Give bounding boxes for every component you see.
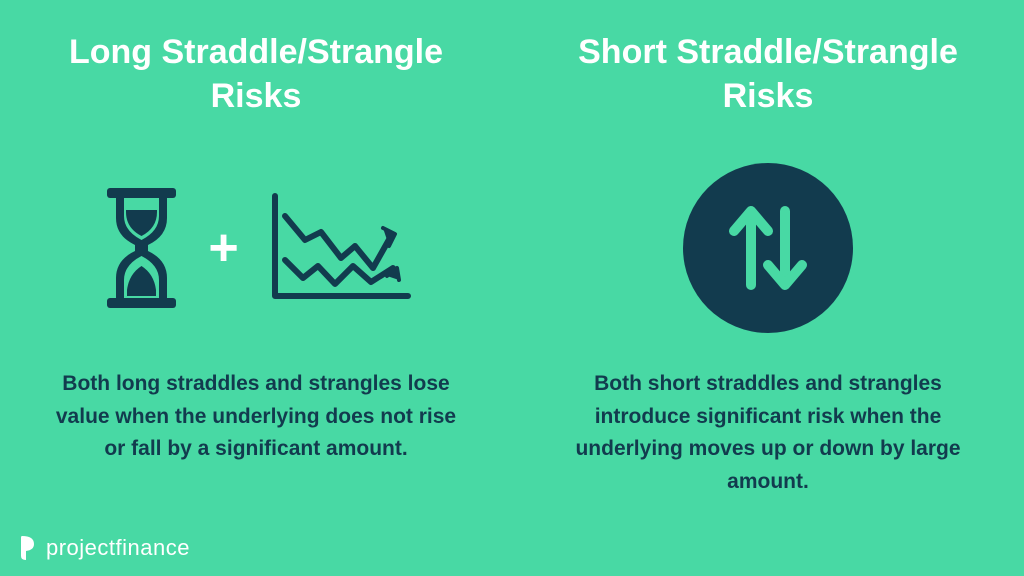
plus-icon: +: [208, 218, 238, 278]
left-description: Both long straddles and strangles lose v…: [46, 368, 466, 466]
right-description: Both short straddles and strangles intro…: [558, 368, 978, 498]
brand-logo: projectfinance: [18, 534, 190, 562]
right-icon-area: [683, 158, 853, 338]
left-icon-row: +: [99, 188, 412, 308]
left-icon-area: +: [99, 158, 412, 338]
brand-name: projectfinance: [46, 535, 190, 561]
brand-logo-icon: [18, 534, 40, 562]
left-panel: Long Straddle/Strangle Risks +: [0, 0, 512, 576]
infographic-canvas: Long Straddle/Strangle Risks +: [0, 0, 1024, 576]
updown-arrows-icon: [718, 193, 818, 303]
updown-circle-badge: [683, 163, 853, 333]
right-title: Short Straddle/Strangle Risks: [552, 30, 984, 118]
volatility-chart-icon: [263, 188, 413, 308]
right-panel: Short Straddle/Strangle Risks Both short…: [512, 0, 1024, 576]
left-title: Long Straddle/Strangle Risks: [40, 30, 472, 118]
hourglass-icon: [99, 188, 184, 308]
